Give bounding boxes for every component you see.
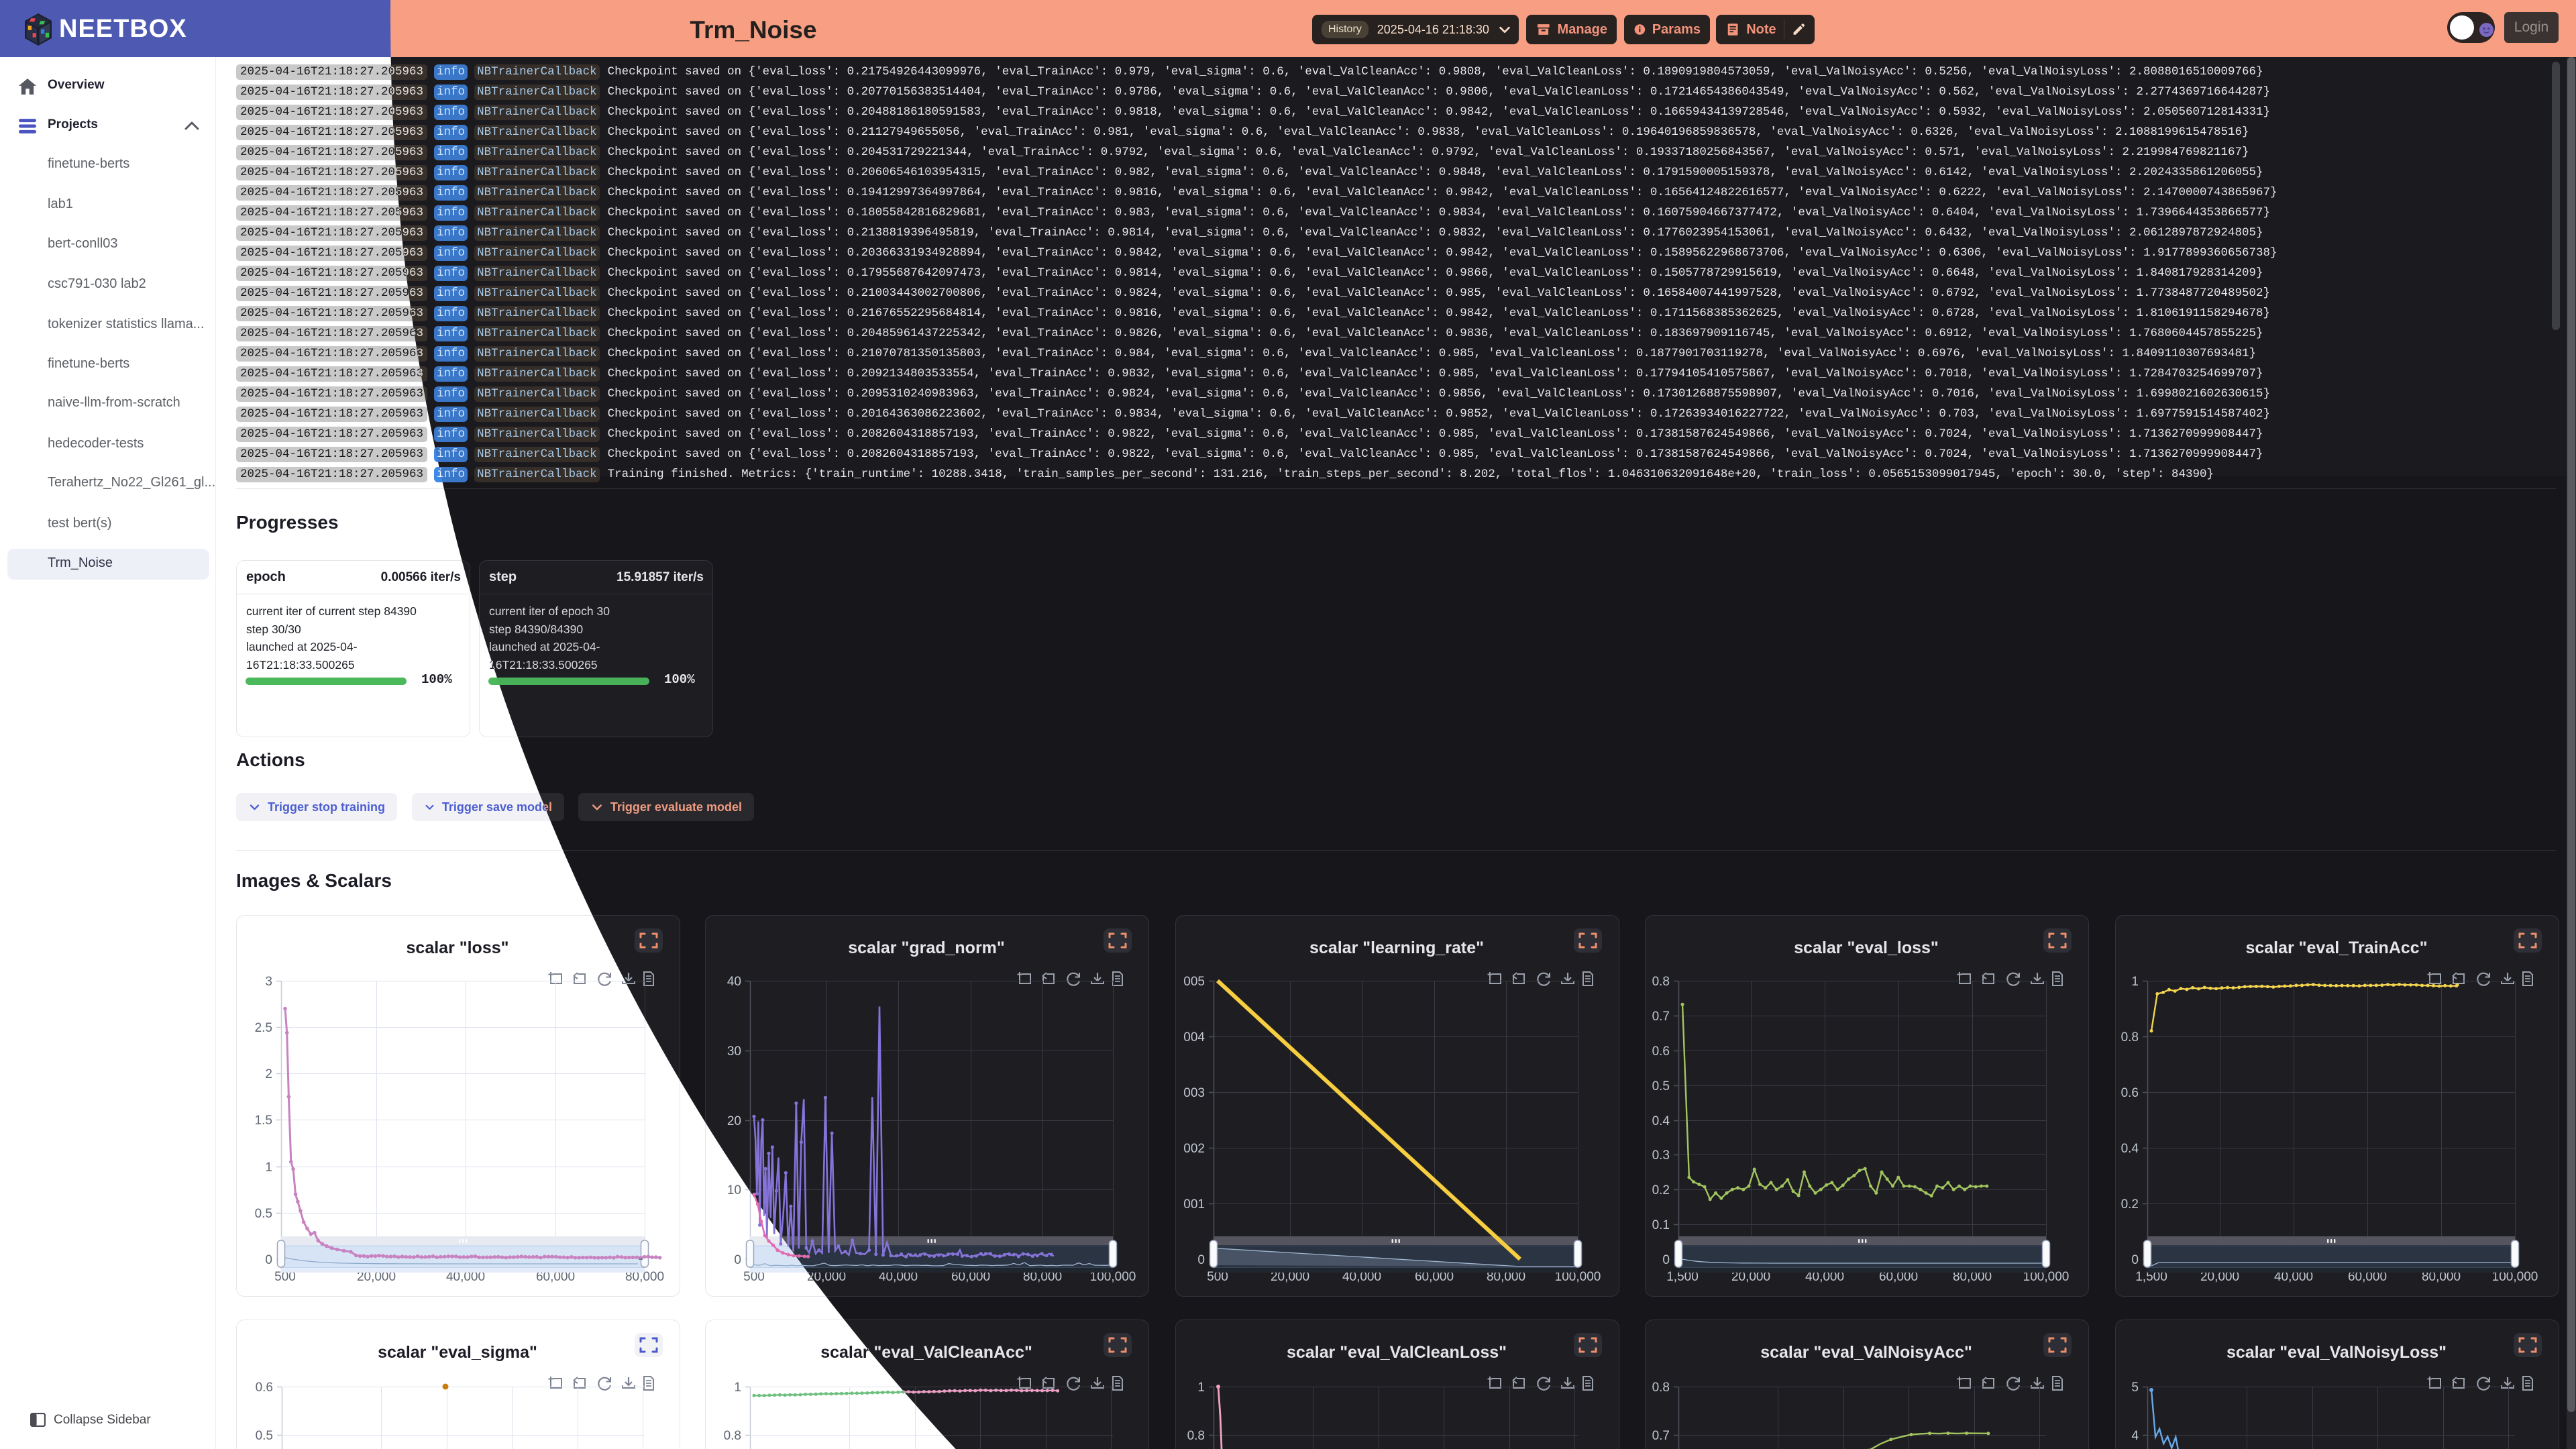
svg-text:500: 500: [274, 1270, 296, 1284]
svg-text:0.8: 0.8: [1652, 1381, 1670, 1395]
svg-text:0.8: 0.8: [1187, 1429, 1205, 1443]
svg-text:0.6: 0.6: [256, 1381, 273, 1395]
svg-text:003: 003: [1183, 1086, 1205, 1100]
svg-text:0.7: 0.7: [1652, 1010, 1670, 1024]
svg-text:0.1: 0.1: [1652, 1218, 1670, 1232]
svg-text:1: 1: [265, 1161, 272, 1175]
svg-text:2.5: 2.5: [255, 1021, 272, 1035]
svg-text:005: 005: [1183, 975, 1205, 989]
svg-text:40,000: 40,000: [879, 1270, 918, 1284]
svg-text:60,000: 60,000: [951, 1270, 990, 1284]
svg-text:0.6: 0.6: [1652, 1044, 1670, 1059]
svg-text:40,000: 40,000: [1805, 1270, 1844, 1284]
svg-text:0.5: 0.5: [256, 1429, 273, 1443]
svg-text:0: 0: [1662, 1253, 1670, 1267]
svg-text:1: 1: [1197, 1381, 1205, 1395]
svg-text:0: 0: [734, 1253, 741, 1267]
svg-text:30: 30: [727, 1044, 741, 1059]
svg-text:scalar "grad_norm": scalar "grad_norm": [848, 938, 1005, 957]
svg-text:10: 10: [727, 1183, 741, 1197]
svg-text:60,000: 60,000: [2348, 1270, 2387, 1284]
svg-text:0.7: 0.7: [1652, 1429, 1670, 1443]
svg-text:0.3: 0.3: [1652, 1148, 1670, 1163]
svg-text:0.8: 0.8: [2121, 1030, 2139, 1044]
svg-text:20,000: 20,000: [1271, 1270, 1309, 1284]
svg-text:60,000: 60,000: [1415, 1270, 1454, 1284]
svg-text:500: 500: [1207, 1270, 1228, 1284]
svg-text:5: 5: [2131, 1381, 2139, 1395]
svg-text:80,000: 80,000: [625, 1270, 664, 1284]
svg-text:40: 40: [727, 975, 741, 989]
svg-text:0: 0: [2131, 1253, 2139, 1267]
svg-text:0.4: 0.4: [1652, 1114, 1670, 1128]
svg-text:20,000: 20,000: [1731, 1270, 1770, 1284]
svg-text:60,000: 60,000: [1879, 1270, 1918, 1284]
svg-text:40,000: 40,000: [446, 1270, 485, 1284]
svg-text:1.5: 1.5: [255, 1114, 272, 1128]
svg-text:0.8: 0.8: [724, 1429, 741, 1443]
svg-text:scalar "eval_ValCleanLoss": scalar "eval_ValCleanLoss": [1287, 1343, 1507, 1362]
svg-text:scalar "learning_rate": scalar "learning_rate": [1309, 938, 1484, 957]
svg-text:scalar "eval_ValNoisyAcc": scalar "eval_ValNoisyAcc": [1760, 1343, 1972, 1362]
svg-text:100,000: 100,000: [2492, 1270, 2538, 1284]
svg-text:0.2: 0.2: [1652, 1183, 1670, 1197]
svg-text:0.6: 0.6: [2121, 1086, 2139, 1100]
svg-text:scalar "eval_sigma": scalar "eval_sigma": [378, 1343, 537, 1362]
svg-text:80,000: 80,000: [1953, 1270, 1992, 1284]
svg-text:2: 2: [265, 1067, 272, 1081]
svg-text:20,000: 20,000: [357, 1270, 396, 1284]
svg-text:scalar "loss": scalar "loss": [407, 938, 509, 957]
svg-text:scalar "eval_loss": scalar "eval_loss": [1794, 938, 1939, 957]
svg-text:40,000: 40,000: [2274, 1270, 2313, 1284]
svg-text:500: 500: [743, 1270, 765, 1284]
svg-text:100,000: 100,000: [2023, 1270, 2070, 1284]
svg-text:4: 4: [2131, 1429, 2139, 1443]
svg-text:scalar "eval_ValNoisyLoss": scalar "eval_ValNoisyLoss": [2226, 1343, 2447, 1362]
svg-text:1,500: 1,500: [2135, 1270, 2167, 1284]
svg-text:100,000: 100,000: [1090, 1270, 1136, 1284]
svg-text:20,000: 20,000: [2200, 1270, 2239, 1284]
svg-text:scalar "eval_TrainAcc": scalar "eval_TrainAcc": [2245, 938, 2427, 957]
svg-text:60,000: 60,000: [536, 1270, 575, 1284]
svg-text:100,000: 100,000: [1555, 1270, 1601, 1284]
svg-text:004: 004: [1183, 1030, 1205, 1044]
svg-text:1: 1: [734, 1381, 741, 1395]
svg-text:0: 0: [265, 1253, 272, 1267]
svg-text:1,500: 1,500: [1666, 1270, 1699, 1284]
svg-text:0.4: 0.4: [2121, 1142, 2139, 1156]
svg-text:40,000: 40,000: [1342, 1270, 1381, 1284]
svg-text:0: 0: [1197, 1253, 1205, 1267]
svg-text:80,000: 80,000: [1023, 1270, 1062, 1284]
svg-text:0.5: 0.5: [255, 1207, 272, 1221]
svg-text:1: 1: [2131, 975, 2139, 989]
svg-text:80,000: 80,000: [2422, 1270, 2461, 1284]
svg-text:0.2: 0.2: [2121, 1197, 2139, 1212]
svg-text:001: 001: [1183, 1197, 1205, 1212]
svg-text:20,000: 20,000: [807, 1270, 846, 1284]
svg-text:3: 3: [265, 975, 272, 989]
svg-text:0.5: 0.5: [1652, 1079, 1670, 1093]
svg-text:002: 002: [1183, 1142, 1205, 1156]
svg-text:0.8: 0.8: [1652, 975, 1670, 989]
svg-text:20: 20: [727, 1114, 741, 1128]
svg-text:80,000: 80,000: [1487, 1270, 1525, 1284]
